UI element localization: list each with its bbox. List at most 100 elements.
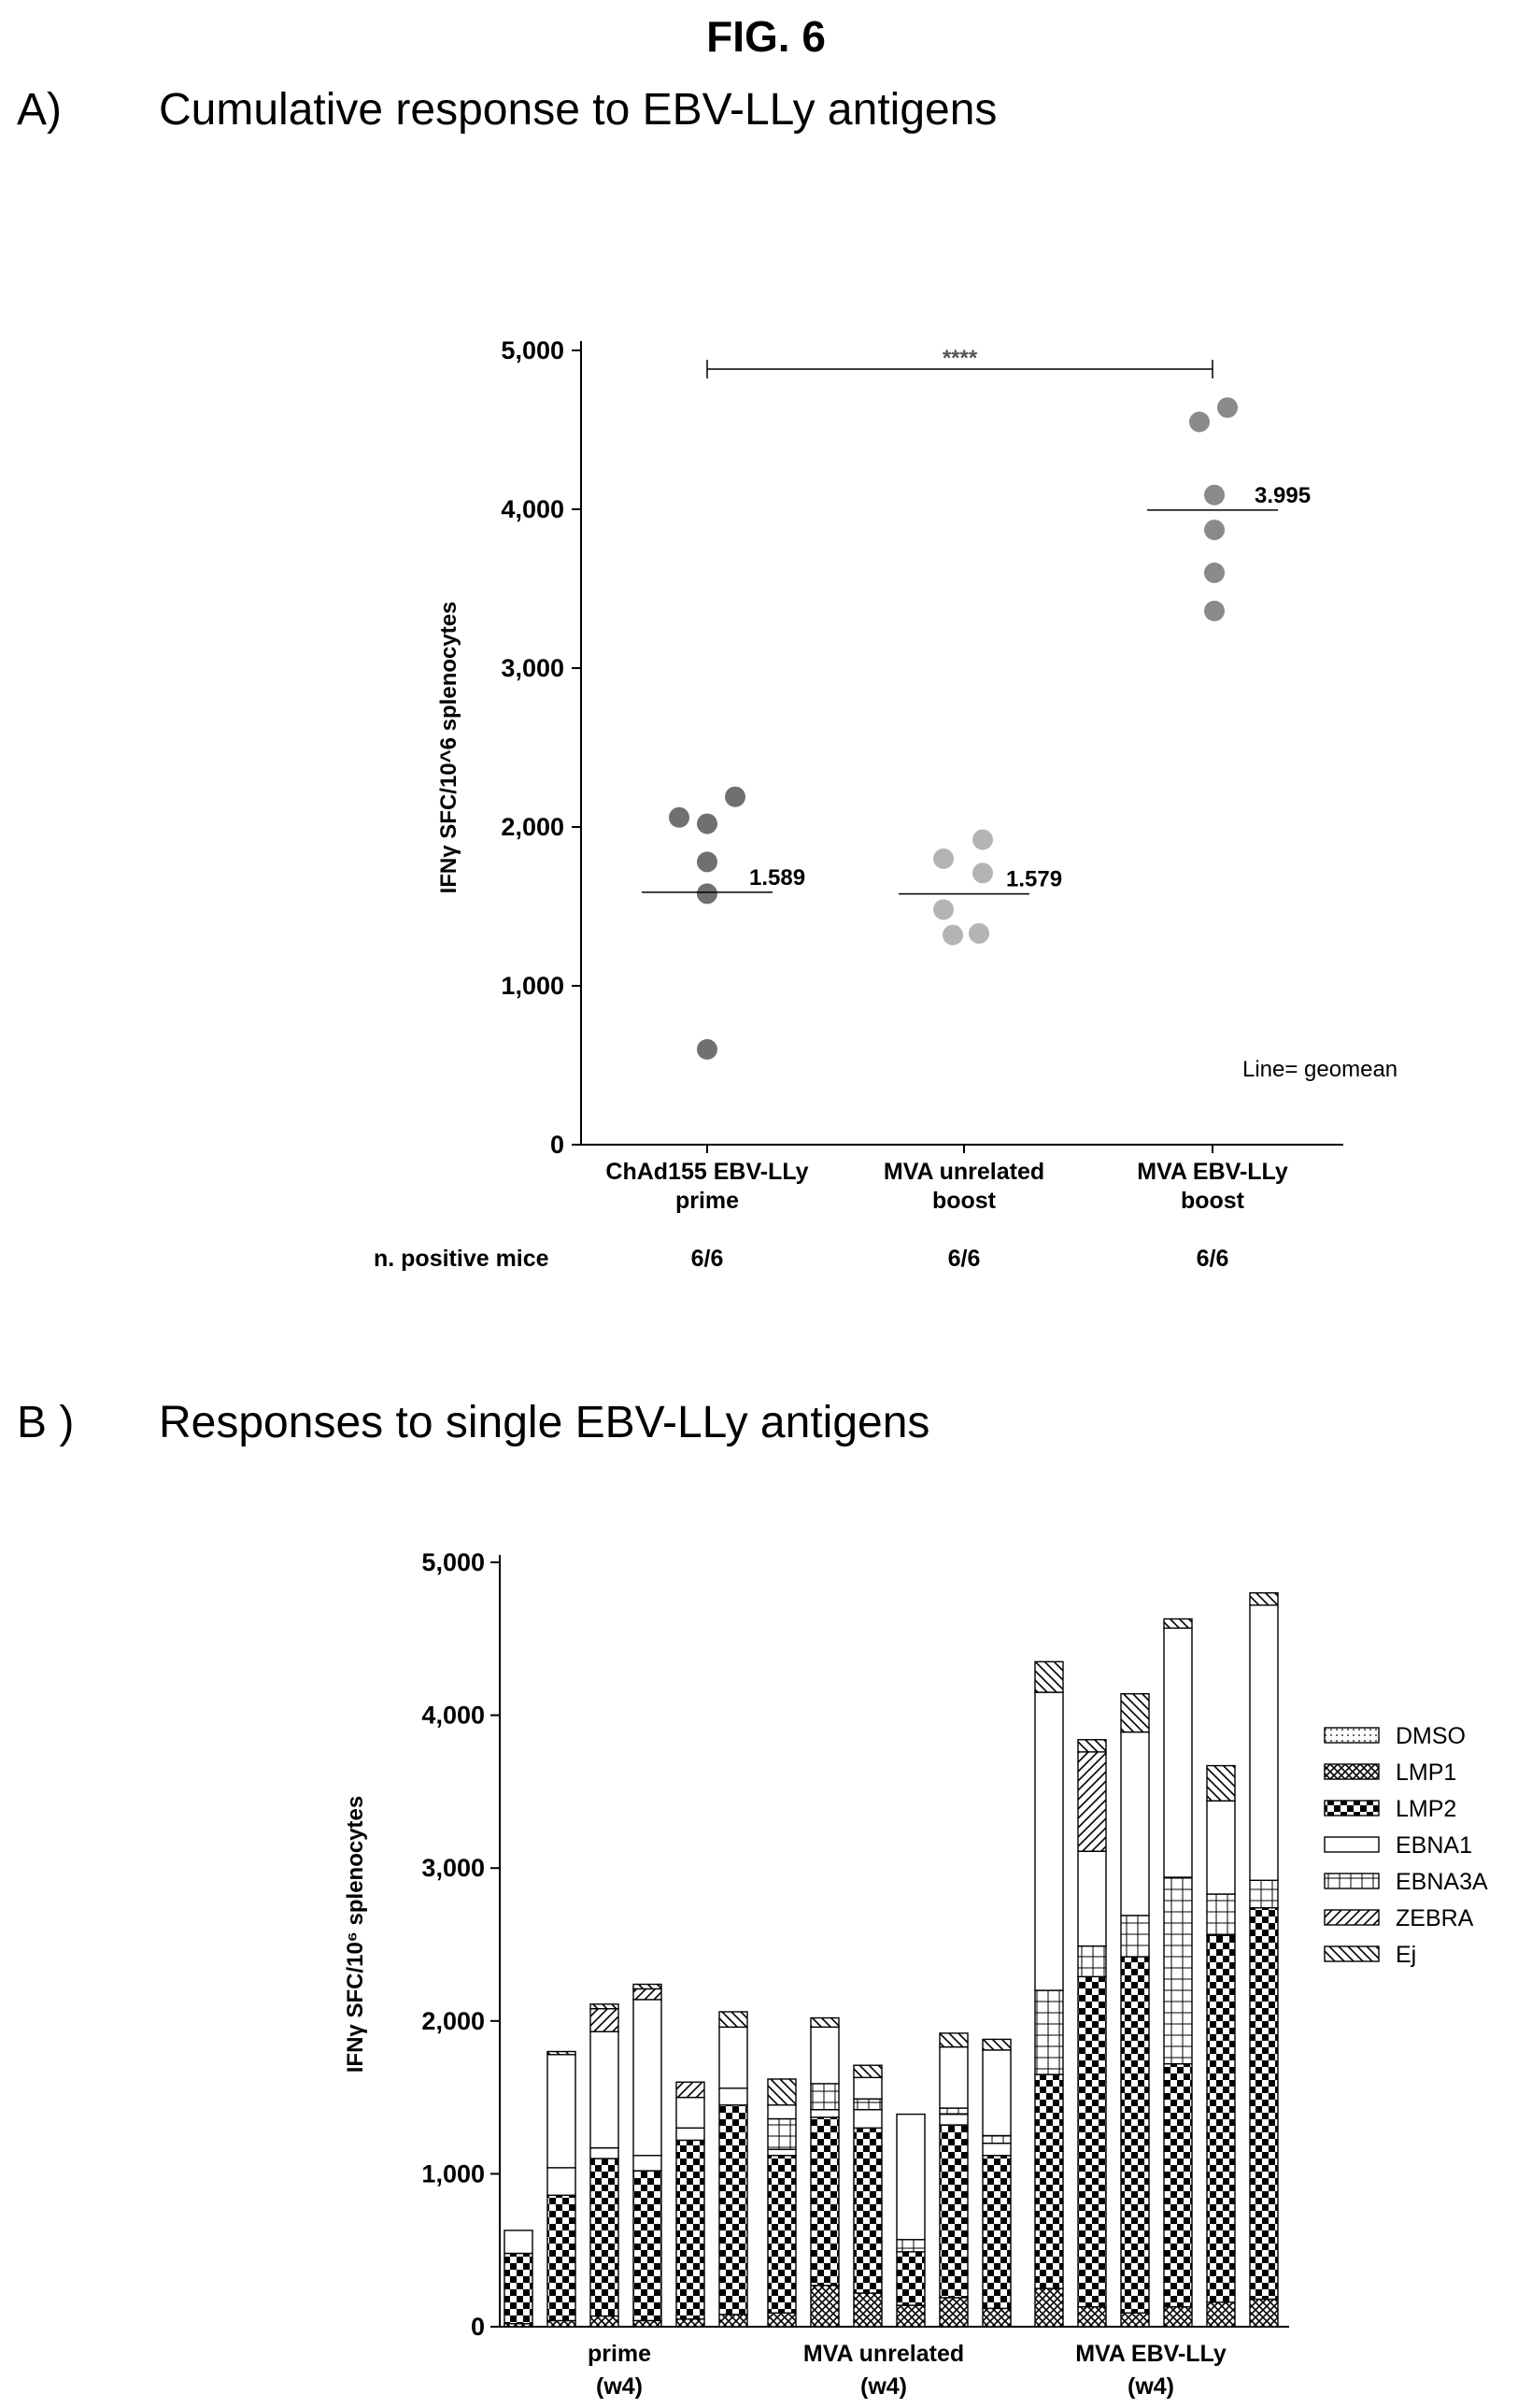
bar-segment-ej (1120, 1692, 1150, 1733)
data-point (933, 848, 954, 869)
bar-segment-ej (853, 2064, 883, 2079)
data-point (697, 813, 717, 834)
bar-segment-ebna1 (675, 2096, 705, 2130)
significance-stars: **** (943, 346, 978, 371)
bar-segment-ebna3a (1206, 1893, 1236, 1936)
geomean-note: Line= geomean (1242, 1057, 1397, 1082)
bar-segment-ebna1 (810, 2108, 840, 2118)
bar-segment-lmp1 (939, 2297, 969, 2328)
x-group-label: MVA EBV-LLy (1075, 2341, 1227, 2367)
bar-segment-ebna1 (1206, 1800, 1236, 1895)
bar-segment-ebna3a (810, 2083, 840, 2111)
scatter-chart: 0 1,000 2,000 3,000 4,000 5,000 IFNγ SFC/10^6 … (374, 336, 1397, 1272)
bar-segment-ej (1249, 1592, 1279, 1606)
legend-swatch (1324, 1873, 1380, 1889)
bar-segment-lmp1 (853, 2292, 883, 2328)
bar-segment-lmp2 (982, 2155, 1012, 2310)
legend-swatch (1324, 1909, 1380, 1926)
data-point (725, 786, 745, 807)
y-tick-label: 4,000 (501, 495, 564, 523)
y-tick-label: 1,000 (501, 972, 564, 1000)
bar-segment-ej (546, 2050, 576, 2056)
bar-segment-ebna1 (504, 2230, 533, 2255)
bar-segment-lmp2 (632, 2170, 662, 2322)
data-point (1189, 411, 1210, 433)
y-tick-label: 5,000 (421, 1548, 485, 1576)
x-tick-label: boost (932, 1188, 997, 1214)
legend-swatch (1324, 1836, 1380, 1853)
bar-segment-lmp1 (1120, 2312, 1150, 2328)
bar-segment-lmp1 (1249, 2298, 1279, 2328)
bar-segment-ebna3a (1120, 1915, 1150, 1958)
positive-count: 6/6 (1197, 1246, 1229, 1272)
bar-segment-lmp2 (1206, 1934, 1236, 2303)
bar-segment-ej (939, 2032, 969, 2048)
y-tick-label: 1,000 (421, 2159, 485, 2187)
data-point (669, 806, 689, 828)
bar-segment-lmp1 (767, 2312, 797, 2328)
bar-segment-ebna1 (632, 2155, 662, 2172)
x-group-sublabel: (w4) (860, 2373, 907, 2400)
bar-segment-lmp2 (718, 2104, 748, 2315)
y-tick-label: 3,000 (501, 654, 564, 682)
bar-segment-ej (1077, 1739, 1107, 1753)
bar-segment-lmp1 (896, 2304, 926, 2328)
bar-segment-lmp1 (1034, 2287, 1064, 2328)
bar-segment-lmp2 (675, 2139, 705, 2320)
bar-segment-lmp2 (939, 2124, 969, 2299)
bar-segment-ebna1 (1120, 1731, 1150, 1916)
y-axis-label: IFNγ SFC/10^6 splenocytes (436, 602, 461, 894)
bar-segment-ebna3a (1249, 1879, 1279, 1909)
y-tick-label: 0 (471, 2313, 485, 2341)
bar-segment-ebna3a (1077, 1945, 1107, 1978)
x-tick-label: prime (675, 1188, 739, 1214)
bar-segment-zebra (675, 2081, 705, 2099)
bar-segment-ej (632, 1983, 662, 1990)
data-point (1204, 520, 1225, 541)
y-axis-label: IFNγ SFC/10⁶ splenocytes (343, 1796, 368, 2073)
positive-count: 6/6 (948, 1246, 981, 1272)
bar-segment-zebra (632, 1988, 662, 2001)
panel-a-letter: A) (17, 85, 62, 135)
data-point (1204, 600, 1225, 621)
data-point (933, 899, 954, 920)
bar-segment-ebna1 (767, 2148, 797, 2157)
y-tick-label: 2,000 (501, 813, 564, 841)
bar-segment-ebna1 (982, 2142, 1012, 2157)
bar-segment-ej (982, 2038, 1012, 2051)
legend-label: EBNA1 (1396, 1832, 1472, 1859)
bar-segment-ej (810, 2016, 840, 2029)
legend-swatch (1324, 1800, 1380, 1817)
bar-segment-ebna1 (810, 2026, 840, 2085)
data-point (1204, 563, 1225, 583)
bar-segment-ebna1 (632, 1999, 662, 2157)
bar-segment-ebna1 (1249, 1604, 1279, 1881)
bar-segment-ebna1 (939, 2113, 969, 2126)
x-tick-label: ChAd155 EBV-LLy (605, 1159, 808, 1185)
bar-segment-ebna3a (1163, 1876, 1193, 2065)
bar-segment-zebra (589, 2008, 619, 2032)
x-group-label: prime (588, 2341, 651, 2367)
bar-segment-ebna3a (1034, 1989, 1064, 2075)
legend-swatch (1324, 1763, 1380, 1780)
bar-segment-lmp1 (589, 2315, 619, 2328)
bar-segment-ebna1 (896, 2113, 926, 2241)
bar-segment-lmp1 (546, 2319, 576, 2328)
y-tick-label: 3,000 (421, 1854, 485, 1882)
x-group-label: MVA unrelated (803, 2341, 964, 2367)
y-tick-label: 2,000 (421, 2007, 485, 2035)
bar-segment-lmp2 (546, 2194, 576, 2322)
legend-label: LMP1 (1396, 1760, 1456, 1786)
bar-segment-lmp2 (1249, 1907, 1279, 2301)
data-point (1217, 397, 1238, 419)
y-tick-label: 4,000 (421, 1702, 485, 1730)
bar-segment-ej (1163, 1617, 1193, 1630)
legend-label: Ej (1396, 1942, 1416, 1968)
y-tick-label: 0 (550, 1131, 564, 1159)
bar-segment-lmp2 (1077, 1975, 1107, 2308)
legend-label: DMSO (1396, 1723, 1466, 1749)
legend-swatch (1324, 1727, 1380, 1744)
bar-segment-lmp1 (718, 2314, 748, 2328)
bar-segment-lmp2 (853, 2127, 883, 2294)
x-group-sublabel: (w4) (1128, 2373, 1174, 2400)
